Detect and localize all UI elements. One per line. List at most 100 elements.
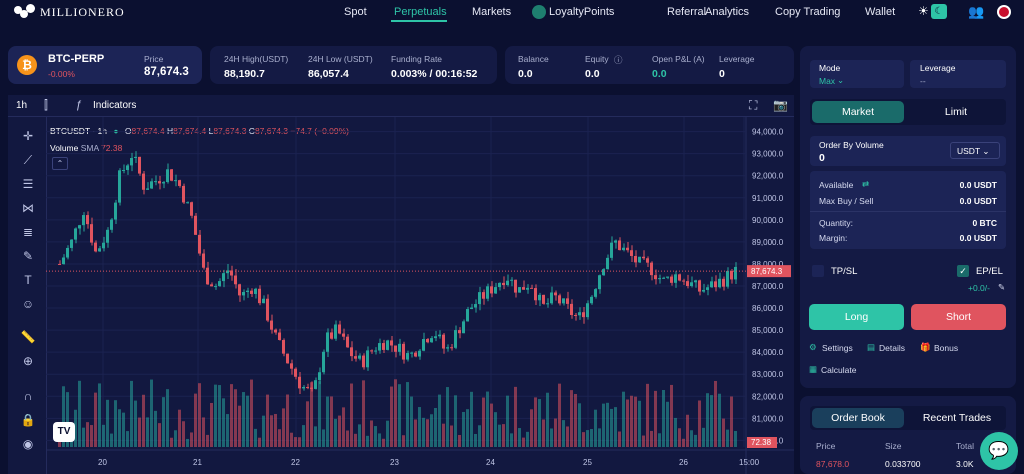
nav-copy-trading[interactable]: Copy Trading (775, 6, 841, 18)
nav-referral[interactable]: Referral (667, 6, 707, 18)
candle (154, 181, 157, 183)
candle (226, 270, 229, 274)
ticker-panel[interactable]: ₿ BTC-PERP -0.00% Price 87,674.3 (8, 46, 202, 84)
tradingview-logo[interactable]: TV (53, 422, 75, 442)
volume-bar (542, 419, 545, 447)
indicators-icon[interactable]: ƒ (76, 99, 83, 111)
volume-bar (570, 390, 573, 447)
candle (546, 303, 549, 305)
details-link[interactable]: Details (879, 343, 905, 353)
camera-icon[interactable]: 📷 (773, 98, 788, 112)
balance-label: Balance (518, 54, 549, 64)
candle (242, 292, 245, 296)
volume-bar (90, 425, 93, 447)
interval-button[interactable]: 1h (16, 100, 28, 111)
candle (522, 287, 525, 290)
user-icon[interactable]: 👥 (968, 4, 985, 19)
pattern-icon[interactable]: ⋈ (22, 201, 34, 215)
fib-icon[interactable]: ≣ (22, 225, 34, 239)
epel-checkbox[interactable]: ✓ (957, 265, 969, 277)
volume-bar (386, 420, 389, 447)
volume-label: Volume (50, 143, 79, 153)
candle (538, 294, 541, 301)
nav-wallet[interactable]: Wallet (865, 6, 896, 18)
transfer-icon[interactable]: ⇄ (862, 179, 870, 189)
sun-icon[interactable]: ☀ (918, 4, 929, 18)
crosshair-icon[interactable]: ✛ (22, 129, 34, 143)
trendline-icon[interactable]: ⟋ (23, 153, 33, 167)
tab-limit[interactable]: Limit (944, 106, 968, 118)
high-ohlc-value: 87,674.4 (173, 126, 207, 136)
nav-analytics[interactable]: Analytics (705, 6, 750, 18)
bonus-link[interactable]: Bonus (934, 343, 959, 353)
volume-bar (198, 383, 201, 447)
settings-link[interactable]: Settings (822, 343, 853, 353)
candle-type-icon[interactable]: ⫿ (44, 98, 48, 112)
ruler-icon[interactable]: 📏 (20, 330, 36, 344)
volume-bar (194, 393, 197, 447)
currency-select[interactable]: USDT ⌄ (950, 142, 1000, 159)
chart-container[interactable]: 1h ⫿ ƒ Indicators ⛶ 📷 ✛ ⟋ ☰ ⋈ ≣ ✎ T ☺ 📏 … (8, 95, 794, 474)
zoom-icon[interactable]: ⊕ (22, 354, 34, 368)
candle (198, 234, 201, 254)
candle (334, 324, 337, 339)
volume-bar (138, 417, 141, 447)
tab-market[interactable]: Market (812, 101, 904, 123)
bonus-icon: 🎁 (920, 342, 931, 352)
brand-logo[interactable]: MILLIONERO (14, 4, 125, 20)
brush-icon[interactable]: ✎ (22, 249, 34, 263)
volume-bar (594, 409, 597, 447)
edit-icon[interactable]: ✎ (998, 282, 1006, 292)
price-chart[interactable]: 94,000.0 93,000.0 92,000.0 91,000.0 90,000.0… (46, 117, 794, 474)
volume-bar (290, 432, 293, 447)
candle (614, 240, 617, 243)
collapse-legend-button[interactable]: ⌃ (52, 157, 68, 170)
eye-icon[interactable]: ◉ (22, 437, 34, 451)
tab-recent-trades[interactable]: Recent Trades (922, 412, 992, 424)
chat-icon[interactable]: 💬 (980, 432, 1018, 470)
fullscreen-icon[interactable]: ⛶ (749, 98, 758, 112)
tab-order-book[interactable]: Order Book (812, 408, 904, 428)
candle (618, 240, 621, 251)
volume-bar (626, 399, 629, 447)
indicators-button[interactable]: Indicators (93, 100, 137, 111)
info-icon[interactable]: ⓘ (614, 55, 623, 65)
low-value: 86,057.4 (308, 68, 349, 80)
long-button[interactable]: Long (809, 304, 904, 330)
candle (166, 169, 169, 183)
candle (58, 263, 61, 265)
language-flag-icon[interactable] (997, 5, 1011, 19)
tpsl-checkbox[interactable] (812, 265, 824, 277)
short-button[interactable]: Short (911, 304, 1006, 330)
candle (554, 292, 557, 296)
candle (690, 282, 693, 287)
text-tool-icon[interactable]: T (24, 273, 32, 287)
magnet-icon[interactable]: ∩ (23, 389, 33, 403)
candle (566, 298, 569, 304)
candle (262, 298, 265, 304)
mode-select[interactable]: Mode Max ⌄ (810, 60, 904, 88)
mode-label: Mode (819, 63, 841, 73)
volume-bar (462, 411, 465, 447)
leverage-select[interactable]: Leverage -- (910, 60, 1006, 88)
nav-loyalty[interactable]: LoyaltyPoints (549, 6, 615, 18)
calculate-link[interactable]: Calculate (821, 365, 857, 375)
ask-price: 87,678.0 (816, 459, 850, 469)
candle (362, 355, 365, 368)
volume-bar (210, 402, 213, 447)
volume-bar (606, 402, 609, 447)
candle (734, 266, 737, 280)
volume-bar (294, 437, 297, 447)
candle (474, 304, 477, 308)
nav-markets[interactable]: Markets (472, 6, 512, 18)
lock-icon[interactable]: 🔒 (20, 413, 36, 427)
nav-perpetuals[interactable]: Perpetuals (394, 6, 447, 18)
horizontal-line-icon[interactable]: ☰ (22, 177, 34, 191)
volume-bar (322, 429, 325, 447)
brand-name: MILLIONERO (40, 4, 125, 19)
change-value: −74.7 (−0.09%) (290, 126, 350, 136)
emoji-icon[interactable]: ☺ (21, 297, 35, 311)
nav-spot[interactable]: Spot (344, 6, 367, 18)
order-volume-input[interactable]: Order By Volume 0 USDT ⌄ (810, 136, 1006, 166)
moon-icon[interactable]: ☾ (931, 4, 947, 19)
